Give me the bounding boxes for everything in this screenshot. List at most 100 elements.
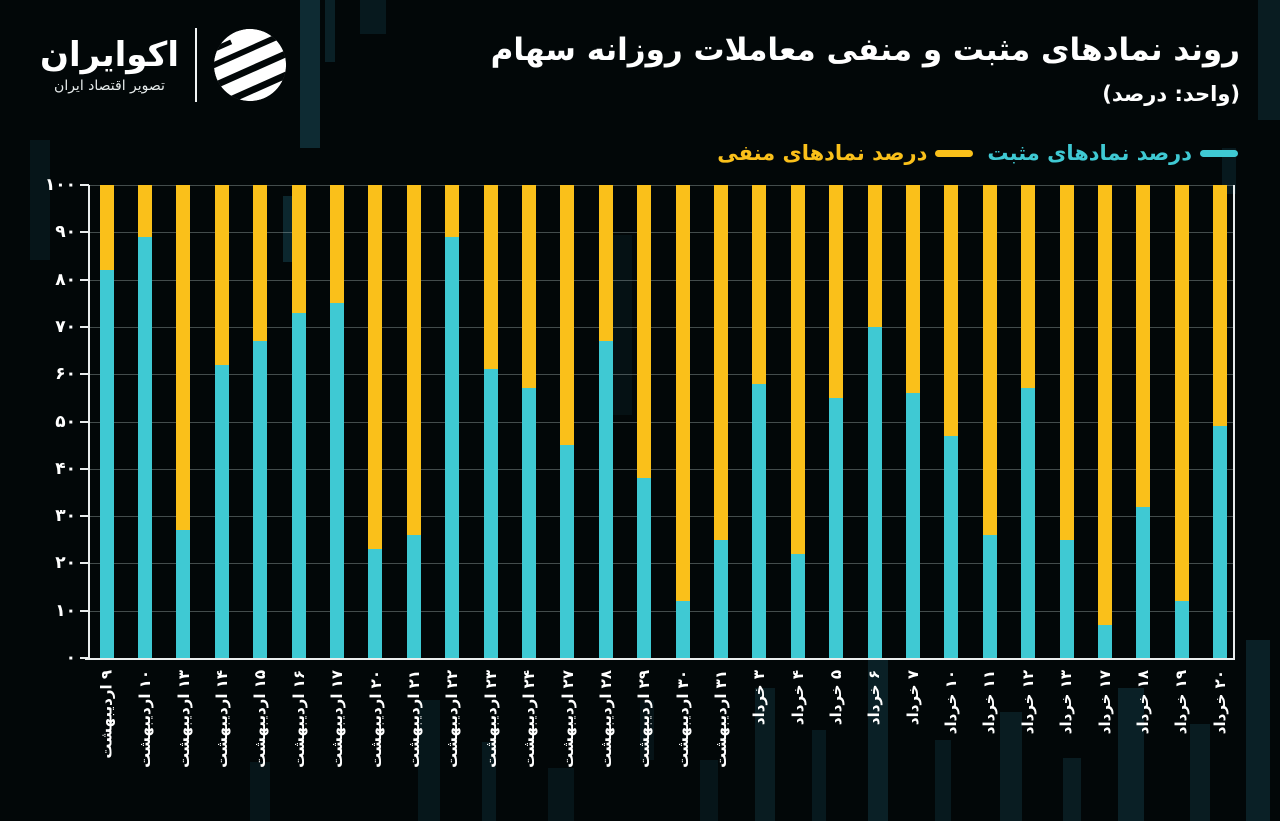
x-axis-label: ۷ خرداد (903, 670, 922, 726)
bar-positive-segment (944, 435, 959, 658)
bar-negative-segment (790, 185, 805, 554)
bar-positive-segment (1136, 506, 1151, 658)
y-axis-tick (80, 515, 89, 518)
legend-marker-negative-icon (935, 149, 974, 157)
bar-positive-segment (1213, 426, 1228, 658)
x-axis-label: ۱۸ خرداد (1134, 670, 1153, 735)
x-axis-label: ۲۷ اردیبهشت (558, 670, 577, 768)
bar-positive-segment (483, 369, 498, 658)
x-axis-line (85, 658, 1235, 660)
bar-negative-segment (713, 185, 728, 540)
y-axis-label: ۲۰ (55, 553, 76, 574)
bar-negative-segment (137, 185, 152, 238)
decor-column (30, 140, 50, 260)
decor-column (1190, 724, 1210, 821)
bar-positive-segment (1174, 601, 1189, 658)
y-axis-tick (80, 231, 89, 234)
x-axis-label: ۲۰ خرداد (1211, 670, 1230, 735)
bar-negative-segment (291, 185, 306, 313)
bar-negative-segment (752, 185, 767, 384)
bar-negative-segment (368, 185, 383, 550)
y-axis-label: ۷۰ (55, 316, 76, 337)
bar-negative-segment (521, 185, 536, 389)
decor-column (360, 0, 386, 34)
bar-negative-segment (1213, 185, 1228, 427)
bar-negative-segment (483, 185, 498, 370)
decor-column (935, 740, 951, 821)
bar-positive-segment (560, 445, 575, 658)
x-axis-label: ۱۵ اردیبهشت (251, 670, 270, 768)
bar-negative-segment (1097, 185, 1112, 625)
gridline (89, 232, 1233, 234)
gridline (89, 563, 1233, 565)
bar-positive-segment (982, 535, 997, 658)
x-axis-label: ۲۸ اردیبهشت (596, 670, 615, 768)
x-axis-label: ۱۶ اردیبهشت (289, 670, 308, 768)
bar-positive-segment (1021, 388, 1036, 658)
x-axis-label: ۱۹ خرداد (1172, 670, 1191, 735)
gridline (89, 374, 1233, 376)
bar-positive-segment (829, 397, 844, 658)
y-axis-label: ۶۰ (55, 364, 76, 385)
bar-negative-segment (1136, 185, 1151, 507)
y-axis-label: ۵۰ (55, 411, 76, 432)
legend-label-negative: درصد نمادهای منفی (717, 141, 928, 165)
y-axis-tick (80, 278, 89, 281)
bar-positive-segment (598, 341, 613, 658)
decor-column (1246, 640, 1270, 821)
chart-subtitle: (واحد: درصد) (1102, 82, 1240, 106)
bar-positive-segment (905, 393, 920, 658)
x-axis-label: ۲۴ اردیبهشت (519, 670, 538, 768)
decor-column (482, 742, 496, 821)
bar-positive-segment (406, 535, 421, 658)
x-axis-label: ۵ خرداد (827, 670, 846, 726)
bar-negative-segment (176, 185, 191, 531)
y-axis-label: ۴۰ (55, 458, 76, 479)
y-axis-tick (80, 657, 89, 659)
x-axis-label: ۱۷ اردیبهشت (327, 670, 346, 768)
bar-positive-segment (253, 341, 268, 658)
y-axis-tick (80, 467, 89, 470)
x-axis-label: ۶ خرداد (865, 670, 884, 726)
x-axis-label: ۱۷ خرداد (1095, 670, 1114, 735)
bar-positive-segment (521, 388, 536, 658)
decor-column (418, 700, 440, 821)
bar-negative-segment (905, 185, 920, 394)
bar-positive-segment (713, 539, 728, 658)
x-axis-label: ۲۱ اردیبهشت (404, 670, 423, 768)
brand-name: اکوایران (40, 35, 179, 76)
x-axis-label: ۹ اردیبهشت (97, 670, 116, 759)
bar-positive-segment (368, 549, 383, 658)
bar-positive-segment (214, 364, 229, 658)
bar-negative-segment (637, 185, 652, 479)
brand-tagline: تصویر اقتصاد ایران (54, 77, 165, 94)
decor-column (1000, 712, 1022, 821)
legend: درصد نمادهای مثبت درصد نمادهای منفی (717, 141, 1238, 165)
decor-column (1258, 0, 1280, 120)
decor-column (300, 0, 320, 148)
decor-column (1063, 758, 1081, 821)
bar-negative-segment (253, 185, 268, 342)
x-axis-label: ۱۱ خرداد (980, 670, 999, 735)
bar-positive-segment (790, 553, 805, 658)
x-axis-label: ۱۰ خرداد (942, 670, 961, 735)
decor-column (755, 688, 775, 821)
bar-positive-segment (329, 303, 344, 658)
legend-item-positive: درصد نمادهای مثبت (987, 141, 1238, 165)
decor-column (1222, 148, 1236, 194)
gridline (89, 279, 1233, 281)
gridline (89, 326, 1233, 328)
bar-negative-segment (944, 185, 959, 436)
decor-column (250, 762, 270, 821)
right-border-line (1233, 185, 1235, 660)
chart-title: روند نمادهای مثبت و منفی معاملات روزانه … (490, 32, 1240, 68)
bar-positive-segment (291, 312, 306, 658)
bar-negative-segment (99, 185, 114, 271)
bar-negative-segment (1174, 185, 1189, 602)
bar-negative-segment (675, 185, 690, 602)
decor-column (325, 0, 335, 62)
decor-column (548, 768, 574, 821)
bar-positive-segment (176, 530, 191, 658)
bar-positive-segment (445, 237, 460, 658)
